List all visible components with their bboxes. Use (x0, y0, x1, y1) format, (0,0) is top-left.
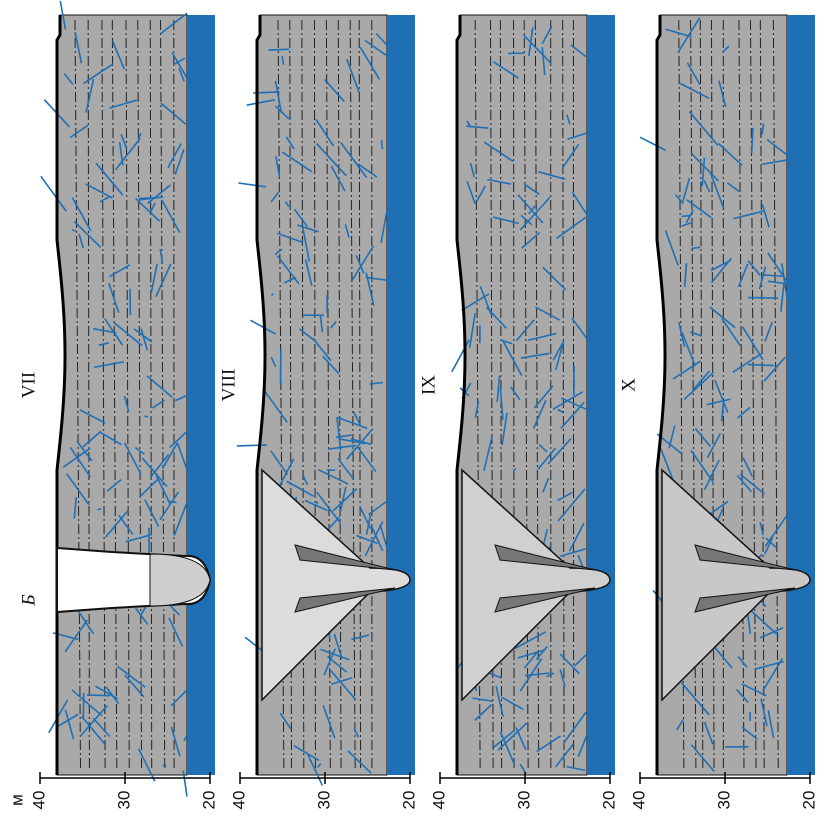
crack (163, 765, 167, 766)
section-label: Б (18, 594, 39, 606)
panel: 40 30 20 X (618, 15, 818, 809)
water-layer (387, 15, 415, 775)
crack (83, 693, 84, 719)
stage-label: VII (18, 372, 39, 398)
crack (381, 140, 382, 149)
water-layer (187, 15, 215, 775)
crack (87, 695, 110, 696)
panel: 40 30 20 IX (418, 15, 618, 809)
tick-label: 30 (114, 791, 133, 810)
tick-label: 30 (314, 791, 333, 810)
crack (237, 445, 267, 446)
unit-label: м (7, 794, 26, 806)
tick-label: 20 (199, 791, 218, 810)
tick-label: 20 (799, 791, 818, 810)
tick-label: 40 (629, 791, 648, 810)
crack (748, 298, 778, 299)
panel: 40 30 20 VII Б (18, 1, 218, 809)
tick-label: 40 (229, 791, 248, 810)
tick-label: 40 (429, 791, 448, 810)
stage-label: X (618, 378, 639, 392)
water-layer (587, 15, 615, 775)
crack (268, 49, 289, 50)
crack (139, 198, 153, 199)
crack (682, 216, 691, 217)
tick-label: 20 (599, 791, 618, 810)
figure: м 40 30 20 VII Б 40 30 20 VIII 40 30 20 IX 40 30 20 X (0, 0, 836, 818)
tick-label: 40 (29, 791, 48, 810)
tick-label: 20 (399, 791, 418, 810)
rock-body (57, 15, 187, 775)
crack (748, 365, 774, 366)
crack (72, 230, 76, 231)
stage-label: VIII (218, 369, 239, 402)
tick-label: 30 (714, 791, 733, 810)
tick-label: 30 (514, 791, 533, 810)
stage-label: IX (418, 375, 439, 395)
water-layer (787, 15, 815, 775)
panel: 40 30 20 VIII (218, 15, 418, 809)
